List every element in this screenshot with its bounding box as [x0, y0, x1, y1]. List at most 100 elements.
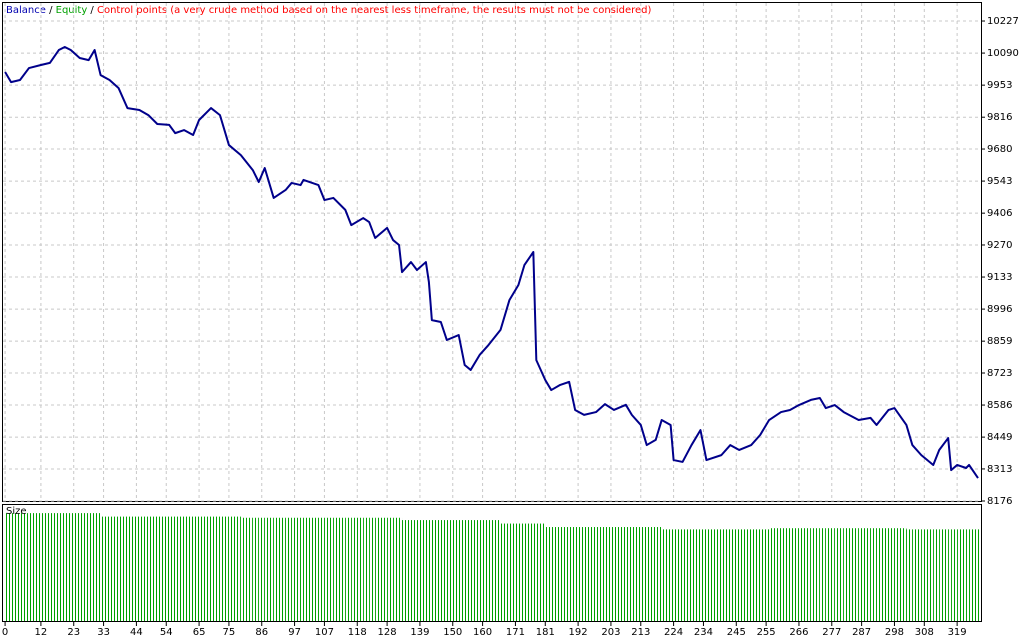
- size-bar: [118, 516, 128, 621]
- x-tick-label: 266: [789, 627, 808, 638]
- size-bar: [351, 517, 364, 621]
- size-bar: [921, 529, 934, 621]
- y-tick-label: 8996: [987, 304, 1012, 315]
- size-bar: [169, 516, 176, 621]
- size-bar: [324, 517, 334, 621]
- legend-entry: Equity: [56, 5, 88, 16]
- size-bar: [300, 517, 304, 621]
- size-bar: [375, 517, 388, 621]
- size-bar: [575, 527, 585, 621]
- size-bar: [28, 513, 41, 621]
- size-bar: [20, 513, 29, 621]
- y-tick-label: 9680: [987, 144, 1012, 155]
- size-bar: [969, 529, 979, 621]
- x-tick-label: 181: [536, 627, 555, 638]
- x-tick-label: 203: [601, 627, 620, 638]
- size-bar: [721, 529, 731, 621]
- size-bar: [303, 517, 319, 621]
- size-bar: [500, 523, 510, 621]
- size-bar: [760, 529, 770, 621]
- x-tick-label: 160: [473, 627, 492, 638]
- balance-line: [4, 46, 979, 479]
- size-bar: [410, 520, 417, 621]
- x-tick-label: 118: [348, 627, 367, 638]
- size-bar: [440, 520, 447, 621]
- size-bar: [631, 527, 641, 621]
- size-bar: [978, 529, 980, 621]
- size-bar: [655, 527, 662, 621]
- size-bar: [127, 516, 140, 621]
- size-bar: [291, 517, 301, 621]
- size-bar: [333, 517, 346, 621]
- size-bar: [781, 528, 790, 621]
- x-tick-label: 298: [885, 627, 904, 638]
- size-bar: [596, 527, 605, 621]
- size-bar: [966, 529, 970, 621]
- x-tick-label: 213: [631, 627, 650, 638]
- y-tick-label: 10090: [987, 48, 1019, 59]
- x-tick-label: 107: [315, 627, 334, 638]
- size-bar: [458, 520, 465, 621]
- x-tick-label: 287: [852, 627, 871, 638]
- size-bar: [184, 516, 194, 621]
- size-bar: [399, 517, 403, 621]
- size-bar: [88, 513, 95, 621]
- x-tick-label: 277: [822, 627, 841, 638]
- size-bar: [706, 529, 722, 621]
- size-bar: [682, 529, 692, 621]
- size-bar: [464, 520, 471, 621]
- size-bar: [431, 520, 441, 621]
- size-bar: [876, 528, 889, 621]
- size-bar: [273, 517, 286, 621]
- size-bar: [912, 529, 922, 621]
- size-bar: [536, 523, 546, 621]
- size-bar: [479, 520, 489, 621]
- size-bar: [894, 528, 907, 621]
- size-bar: [11, 513, 21, 621]
- size-bar: [584, 527, 597, 621]
- y-tick-label: 10227: [987, 16, 1019, 27]
- x-tick-label: 150: [443, 627, 462, 638]
- size-bar: [211, 516, 220, 621]
- size-bar: [640, 527, 647, 621]
- size-bar: [393, 517, 400, 621]
- size-bar: [825, 528, 835, 621]
- size-bar: [425, 520, 429, 621]
- size-bar: [157, 516, 170, 621]
- size-bar: [625, 527, 632, 621]
- y-tick-label: 8313: [987, 464, 1012, 475]
- size-bar: [285, 517, 292, 621]
- size-bar: [604, 527, 614, 621]
- y-tick-label: 9543: [987, 176, 1012, 187]
- size-bar: [551, 527, 561, 621]
- size-bar: [819, 528, 826, 621]
- size-bar: [518, 523, 525, 621]
- size-bar: [843, 528, 859, 621]
- size-bar: [109, 516, 119, 621]
- size-bar: [387, 517, 394, 621]
- x-tick-label: 128: [378, 627, 397, 638]
- size-bar: [402, 520, 411, 621]
- legend-separator: /: [46, 5, 56, 16]
- size-bar: [933, 529, 940, 621]
- size-bar: [646, 527, 656, 621]
- size-bar: [446, 520, 459, 621]
- size-panel-frame: [2, 504, 982, 622]
- size-bar: [751, 529, 761, 621]
- size-bar: [58, 513, 65, 621]
- x-tick-label: 245: [727, 627, 746, 638]
- size-bar: [560, 527, 570, 621]
- y-tick-label: 8859: [987, 336, 1012, 347]
- legend-separator: /: [87, 5, 97, 16]
- size-bar: [524, 523, 534, 621]
- size-bar: [951, 529, 958, 621]
- y-tick-label: 9133: [987, 272, 1012, 283]
- size-bar: [139, 516, 149, 621]
- x-tick-label: 308: [915, 627, 934, 638]
- size-bar: [488, 520, 501, 621]
- size-bar: [100, 516, 110, 621]
- x-tick-label: 75: [223, 627, 236, 638]
- size-bar: [769, 528, 782, 621]
- size-bar: [888, 528, 895, 621]
- size-bar: [175, 516, 185, 621]
